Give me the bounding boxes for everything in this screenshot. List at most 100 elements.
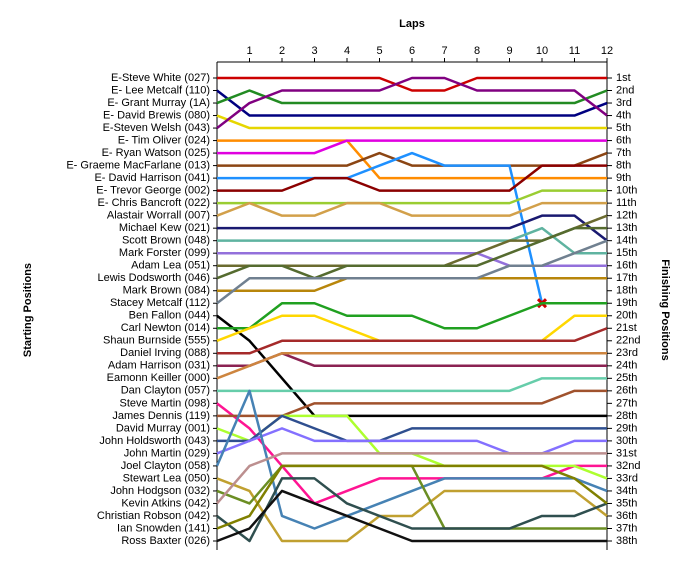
driver-line <box>217 76 607 92</box>
y2-tick-label: 33rd <box>616 472 638 484</box>
start-label: E- Trevor George (002) <box>96 185 210 197</box>
x-tick-label: 5 <box>376 45 382 57</box>
y2-tick-label: 29th <box>616 422 637 434</box>
x-tick-label: 2 <box>279 45 285 57</box>
y2-tick-label: 4th <box>616 109 631 121</box>
y2-tick-label: 23rd <box>616 347 638 359</box>
start-label: E- Graeme MacFarlane (013) <box>66 160 210 172</box>
y2-tick-label: 35th <box>616 497 637 509</box>
y2-tick-label: 30th <box>616 435 637 447</box>
x-tick-label: 9 <box>506 45 512 57</box>
x-tick-label: 3 <box>311 45 317 57</box>
y2-tick-label: 1st <box>616 72 631 84</box>
driver-line <box>216 489 607 543</box>
start-label: E- David Harrison (041) <box>94 172 210 184</box>
start-label: Shaun Burnside (555) <box>103 335 210 347</box>
y2-tick-label: 6th <box>616 134 631 146</box>
y2-tick-label: 7th <box>616 147 631 159</box>
y2-tick-label: 19th <box>616 297 637 309</box>
start-label: Alastair Worrall (007) <box>107 210 210 222</box>
start-label: E- Lee Metcalf (110) <box>111 84 210 96</box>
start-label: John Martin (029) <box>124 447 210 459</box>
x-tick-label: 7 <box>441 45 447 57</box>
driver-line <box>216 314 607 343</box>
driver-line <box>216 352 607 380</box>
y2-tick-label: 25th <box>616 372 637 384</box>
y2-tick-label: 11th <box>616 197 637 209</box>
y2-axis-title: Finishing Positions <box>659 259 671 360</box>
y2-tick-label: 24th <box>616 360 637 372</box>
driver-line <box>217 151 608 167</box>
start-label: Carl Newton (014) <box>121 322 210 334</box>
driver-line <box>217 139 607 155</box>
driver-line <box>215 389 608 530</box>
y2-tick-label: 5th <box>616 122 631 134</box>
start-label: Stewart Lea (050) <box>123 472 210 484</box>
y2-tick-label: 14th <box>616 235 637 247</box>
start-label: Michael Kew (021) <box>119 222 210 234</box>
y2-tick-label: 32nd <box>616 460 640 472</box>
start-label: Christian Robson (042) <box>97 510 210 522</box>
y2-tick-label: 8th <box>616 160 631 172</box>
y2-tick-label: 27th <box>616 397 637 409</box>
driver-line <box>217 189 607 205</box>
y2-tick-label: 20th <box>616 310 637 322</box>
start-label: E- Chris Bancroft (022) <box>98 197 210 209</box>
driver-line <box>216 239 608 305</box>
x-tick-label: 12 <box>601 45 613 57</box>
y2-tick-label: 22nd <box>616 335 640 347</box>
start-label: Dan Clayton (057) <box>121 385 210 397</box>
start-label: Ian Snowden (141) <box>117 522 210 534</box>
driver-line <box>216 314 607 418</box>
start-label: Adam Lea (051) <box>131 260 210 272</box>
start-label: E- Grant Murray (1A) <box>107 97 210 109</box>
y2-tick-label: 13th <box>616 222 637 234</box>
start-label: Ross Baxter (026) <box>121 535 210 547</box>
start-label: Ben Fallon (044) <box>129 310 210 322</box>
driver-line <box>216 201 607 217</box>
driver-line <box>216 114 607 130</box>
start-label: Daniel Irving (088) <box>120 347 210 359</box>
x-tick-label: 6 <box>409 45 415 57</box>
start-label: John Hodgson (032) <box>110 485 210 497</box>
start-label: Lewis Dodsworth (046) <box>98 272 211 284</box>
y-axis-title: Starting Positions <box>22 263 34 357</box>
start-label: E-Steven Welsh (043) <box>103 122 210 134</box>
start-label: Eamonn Keiller (000) <box>107 372 210 384</box>
driver-line <box>216 89 608 105</box>
start-label: Scott Brown (048) <box>122 235 210 247</box>
y2-tick-label: 21st <box>616 322 637 334</box>
driver-line <box>217 414 607 443</box>
start-label: Mark Forster (099) <box>119 247 210 259</box>
y2-tick-label: 10th <box>616 185 637 197</box>
y2-tick-label: 26th <box>616 385 637 397</box>
x-tick-label: 10 <box>536 45 548 57</box>
x-tick-label: 1 <box>246 45 252 57</box>
x-tick-label: 4 <box>344 45 350 57</box>
driver-line <box>216 477 608 543</box>
driver-line <box>217 151 544 304</box>
driver-line <box>217 276 607 292</box>
start-label: James Dennis (119) <box>112 410 210 422</box>
start-label: Stacey Metcalf (112) <box>110 297 210 309</box>
start-label: David Murray (001) <box>116 422 210 434</box>
driver-line <box>217 301 607 330</box>
y2-tick-label: 16th <box>616 260 637 272</box>
driver-line <box>216 76 608 130</box>
y2-tick-label: 12th <box>616 210 637 222</box>
start-label: E- Ryan Watson (025) <box>102 147 210 159</box>
start-label: Steve Martin (098) <box>120 397 210 409</box>
y2-tick-label: 34th <box>616 485 637 497</box>
driver-line <box>216 464 608 530</box>
start-label: E-Steve White (027) <box>111 72 210 84</box>
start-label: Mark Brown (084) <box>123 285 210 297</box>
driver-line <box>216 226 607 280</box>
driver-line <box>217 327 608 355</box>
start-label: E- Tim Oliver (024) <box>118 134 210 146</box>
y2-tick-label: 3rd <box>616 97 632 109</box>
driver-line <box>216 427 607 455</box>
driver-line <box>217 226 607 255</box>
driver-line <box>217 389 607 418</box>
driver-line <box>217 139 607 180</box>
